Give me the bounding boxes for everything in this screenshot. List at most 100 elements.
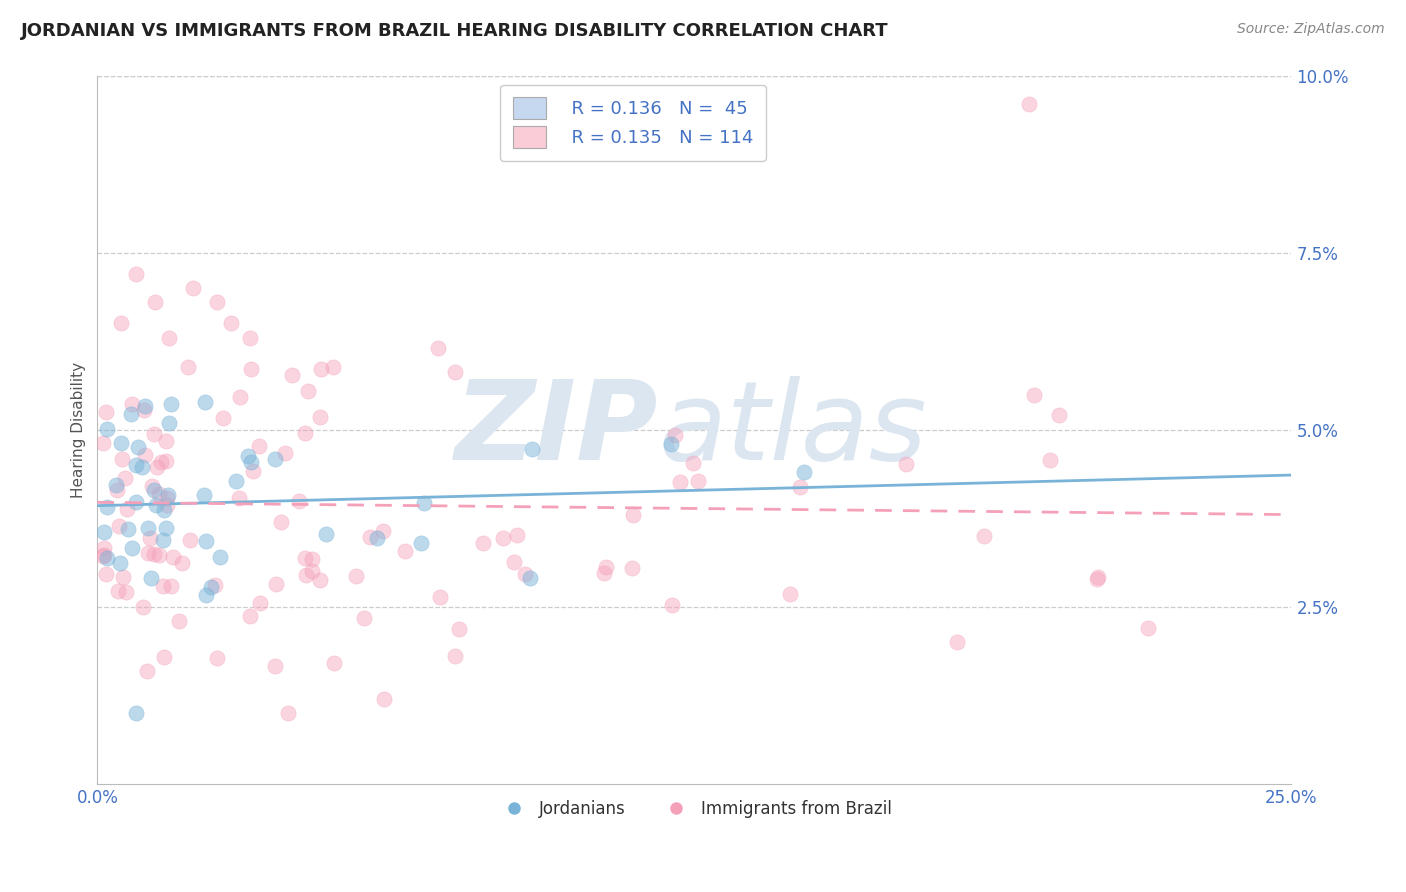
Point	[170, 556, 193, 570]
Point	[195, 534, 218, 549]
Text: atlas: atlas	[658, 376, 927, 483]
Point	[134, 399, 156, 413]
Point	[96, 567, 118, 582]
Point	[93, 541, 115, 555]
Point	[105, 478, 128, 492]
Point	[96, 550, 118, 565]
Point	[117, 522, 139, 536]
Point	[112, 570, 135, 584]
Point	[277, 706, 299, 720]
Point	[143, 295, 166, 310]
Point	[301, 551, 323, 566]
Point	[238, 449, 260, 463]
Point	[108, 519, 131, 533]
Point	[143, 483, 166, 497]
Point	[297, 384, 319, 399]
Point	[193, 394, 215, 409]
Point	[115, 585, 138, 599]
Point	[503, 555, 526, 569]
Point	[160, 579, 183, 593]
Legend: Jordanians, Immigrants from Brazil: Jordanians, Immigrants from Brazil	[491, 794, 898, 825]
Point	[592, 566, 614, 580]
Point	[505, 527, 527, 541]
Point	[239, 609, 262, 624]
Point	[211, 411, 233, 425]
Point	[155, 521, 177, 535]
Point	[513, 567, 536, 582]
Point	[110, 436, 132, 450]
Point	[247, 438, 270, 452]
Point	[239, 330, 262, 344]
Point	[157, 416, 180, 430]
Point	[366, 531, 388, 545]
Point	[148, 548, 170, 562]
Point	[669, 475, 692, 489]
Point	[143, 427, 166, 442]
Point	[94, 404, 117, 418]
Point	[155, 454, 177, 468]
Point	[309, 362, 332, 376]
Point	[91, 549, 114, 564]
Point	[1085, 572, 1108, 586]
Point	[162, 549, 184, 564]
Point	[621, 508, 644, 522]
Point	[412, 496, 434, 510]
Point	[315, 526, 337, 541]
Point	[91, 435, 114, 450]
Point	[156, 498, 179, 512]
Point	[124, 267, 146, 281]
Point	[167, 614, 190, 628]
Point	[242, 464, 264, 478]
Point	[240, 454, 263, 468]
Point	[156, 491, 179, 506]
Point	[121, 541, 143, 555]
Point	[659, 437, 682, 451]
Point	[270, 516, 292, 530]
Point	[264, 577, 287, 591]
Y-axis label: Hearing Disability: Hearing Disability	[72, 361, 86, 498]
Point	[134, 403, 156, 417]
Point	[205, 650, 228, 665]
Point	[444, 365, 467, 379]
Point	[148, 487, 170, 501]
Point	[152, 649, 174, 664]
Point	[661, 598, 683, 612]
Point	[240, 362, 263, 376]
Point	[789, 480, 811, 494]
Point	[200, 580, 222, 594]
Point	[136, 664, 159, 678]
Point	[1039, 452, 1062, 467]
Point	[322, 656, 344, 670]
Point	[308, 573, 330, 587]
Point	[249, 596, 271, 610]
Text: ZIP: ZIP	[456, 376, 658, 483]
Point	[793, 465, 815, 479]
Point	[160, 397, 183, 411]
Point	[353, 611, 375, 625]
Point	[193, 488, 215, 502]
Point	[394, 543, 416, 558]
Point	[107, 583, 129, 598]
Point	[427, 341, 450, 355]
Point	[152, 579, 174, 593]
Point	[153, 503, 176, 517]
Point	[146, 460, 169, 475]
Point	[429, 590, 451, 604]
Point	[131, 460, 153, 475]
Point	[359, 530, 381, 544]
Point	[115, 502, 138, 516]
Point	[143, 547, 166, 561]
Point	[1047, 409, 1070, 423]
Point	[409, 536, 432, 550]
Point	[219, 317, 242, 331]
Point	[294, 551, 316, 566]
Point	[264, 451, 287, 466]
Point	[444, 648, 467, 663]
Point	[181, 281, 204, 295]
Point	[946, 635, 969, 649]
Point	[595, 559, 617, 574]
Point	[120, 407, 142, 421]
Point	[519, 571, 541, 585]
Point	[141, 479, 163, 493]
Point	[447, 622, 470, 636]
